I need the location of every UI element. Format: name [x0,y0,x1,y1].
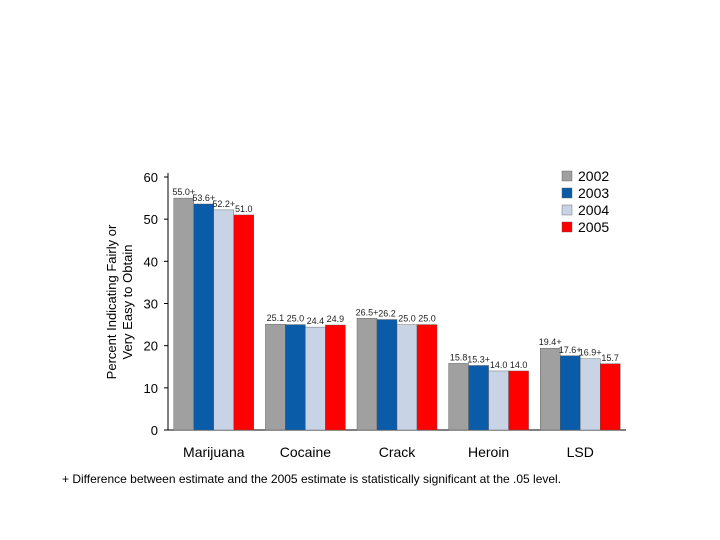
y-tick-label: 20 [144,339,158,354]
value-label: 26.2 [378,309,396,319]
legend-label-2003: 2003 [578,185,609,201]
significance-footnote: + Difference between estimate and the 20… [62,472,562,486]
legend-label-2004: 2004 [578,202,609,218]
y-tick-label: 10 [144,381,158,396]
category-label-lsd: LSD [567,444,594,460]
bar-cocaine-2003 [285,324,306,431]
value-label: 15.8 [450,352,468,362]
y-axis-title-line-2: Very Easy to Obtain [120,245,135,360]
y-tick-label: 40 [144,254,158,269]
y-axis-title: Percent Indicating Fairly or Very Easy t… [104,224,135,379]
bar-cocaine-2002 [265,323,286,431]
bar-heroin-2005 [508,370,529,431]
value-label: 25.0 [418,314,436,324]
bar-crack-2004 [396,324,418,431]
y-tick-label: 30 [144,297,158,312]
value-label: 52.2+ [212,199,235,209]
value-label: 25.1 [267,313,285,323]
y-ticks: 0 10 20 30 40 50 60 [144,170,168,438]
y-tick-label: 60 [144,170,158,185]
category-labels: Marijuana Cocaine Crack Heroin LSD [183,444,594,460]
value-label: 19.4+ [539,337,562,347]
category-label-marijuana: Marijuana [183,444,245,460]
bar-lsd-2005 [600,363,621,431]
category-label-crack: Crack [379,444,417,460]
bar-crack-2005 [416,324,438,431]
legend-swatch-2005 [561,221,573,233]
value-label: 51.0 [235,204,253,214]
value-label: 14.0 [510,360,528,370]
bar-lsd-2004 [580,358,601,431]
value-label: 53.6+ [192,193,215,203]
bar-crack-2003 [376,319,398,431]
value-label: 55.0+ [172,187,195,197]
legend-label-2005: 2005 [578,219,609,235]
bar-marijuana-2002 [173,197,195,431]
y-axis-title-line-1: Percent Indicating Fairly or [104,224,119,379]
bar-marijuana-2005 [233,214,255,431]
legend-swatch-2003 [561,187,573,199]
legend-label-2002: 2002 [578,168,609,184]
value-label: 25.0 [398,314,416,324]
legend-swatch-2002 [561,170,573,182]
y-tick-label: 0 [151,423,158,438]
value-label: 25.0 [287,314,305,324]
category-label-cocaine: Cocaine [280,444,332,460]
legend-swatch-2004 [561,204,573,216]
value-label: 16.9+ [579,348,602,358]
bar-lsd-2002 [540,347,561,431]
bar-heroin-2002 [448,363,469,431]
bar-marijuana-2003 [193,203,215,431]
bar-heroin-2004 [488,370,509,431]
bar-heroin-2003 [468,365,489,431]
y-tick-label: 50 [144,212,158,227]
bar-crack-2002 [356,318,378,431]
value-label: 24.4 [307,316,325,326]
bars [173,197,621,431]
bar-cocaine-2005 [325,324,346,431]
value-label: 24.9 [327,314,345,324]
category-label-heroin: Heroin [468,444,509,460]
value-label: 15.3+ [467,354,490,364]
bar-marijuana-2004 [213,209,235,431]
value-label: 26.5+ [356,307,379,317]
bar-lsd-2003 [560,355,581,431]
value-label: 17.6+ [559,345,582,355]
value-labels: 55.0+53.6+52.2+51.025.1 25.0 24.4 24.926.5+… [172,187,619,370]
value-label: 14.0 [490,360,508,370]
value-label: 15.7 [601,353,619,363]
bar-cocaine-2004 [305,326,326,431]
